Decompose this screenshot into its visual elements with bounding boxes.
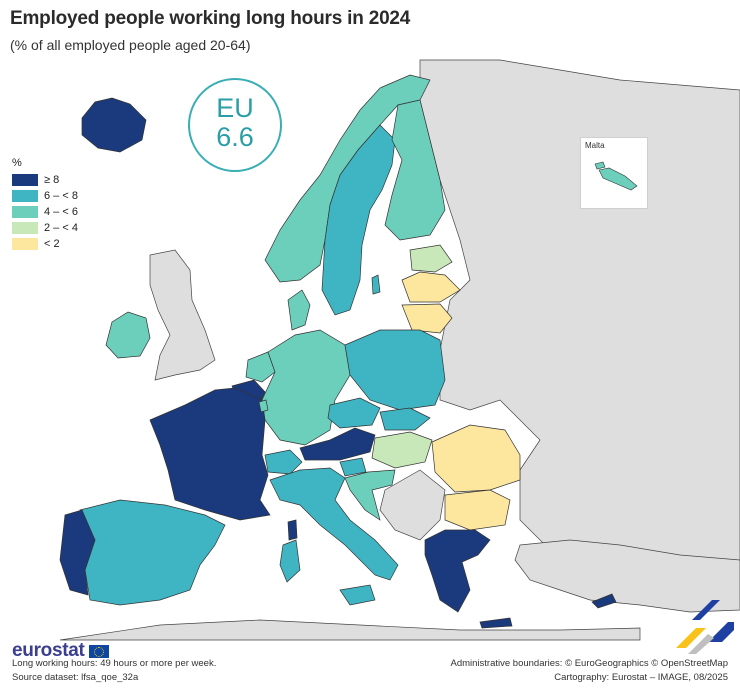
country-luxembourg — [258, 399, 269, 413]
country-switzerland — [264, 449, 303, 475]
country-malta-gozo — [594, 161, 606, 170]
source-dataset: Source dataset: lfsa_qoe_32a — [12, 672, 139, 683]
footnote: Long working hours: 49 hours or more per… — [12, 658, 217, 669]
country-bulgaria — [444, 489, 511, 531]
malta-inset: Malta — [580, 137, 648, 209]
admin-boundaries-credit: Administrative boundaries: © EuroGeograp… — [450, 658, 729, 669]
eu-flag-icon — [88, 644, 109, 658]
legend-label: ≥ 8 — [44, 173, 60, 186]
malta-inset-label: Malta — [585, 141, 605, 150]
land-north-africa — [59, 619, 641, 641]
country-sweden-gotland — [371, 274, 381, 295]
country-romania — [431, 424, 521, 493]
legend-label: < 2 — [44, 237, 60, 250]
eurostat-logo: eurostat — [12, 640, 109, 662]
eurostat-logo-text: eurostat — [12, 640, 85, 661]
eu-average-badge: EU 6.6 — [188, 78, 282, 172]
land-russia — [419, 59, 740, 601]
non-eu-land — [59, 59, 740, 641]
country-sweden — [321, 124, 396, 316]
map-subtitle: (% of all employed people aged 20-64) — [10, 37, 251, 53]
country-austria — [299, 427, 376, 461]
legend-swatch — [12, 173, 38, 186]
country-estonia — [409, 244, 453, 273]
legend-label: 6 – < 8 — [44, 189, 78, 202]
country-slovakia — [379, 407, 431, 431]
malta-inset-map — [594, 161, 638, 191]
country-cyprus — [591, 593, 617, 609]
countries — [59, 74, 617, 629]
legend-swatch — [12, 237, 38, 250]
legend: % ≥ 8 6 – < 8 4 – < 6 2 – < 4 < 2 — [12, 157, 78, 252]
legend-item: 2 – < 4 — [12, 220, 78, 235]
legend-unit: % — [12, 157, 22, 169]
legend-item: ≥ 8 — [12, 172, 78, 187]
land-balkans — [379, 469, 446, 541]
country-netherlands — [245, 351, 276, 383]
land-uk — [149, 249, 216, 381]
image-logo — [676, 600, 734, 654]
legend-swatch — [12, 189, 38, 202]
country-hungary — [371, 431, 433, 469]
country-spain — [79, 499, 226, 606]
country-greece-crete — [479, 617, 513, 629]
country-poland — [344, 329, 446, 411]
eu-badge-value: 6.6 — [216, 122, 254, 152]
country-germany — [261, 329, 351, 446]
country-latvia — [401, 271, 461, 303]
legend-swatch — [12, 205, 38, 218]
country-france — [149, 387, 271, 521]
country-denmark — [287, 289, 311, 331]
legend-label: 4 – < 6 — [44, 205, 78, 218]
country-lithuania — [401, 303, 453, 334]
country-italy — [269, 467, 399, 581]
cartography-credit: Cartography: Eurostat – IMAGE, 08/2025 — [554, 672, 728, 683]
country-czechia — [327, 397, 381, 429]
country-iceland — [81, 97, 147, 153]
map-title: Employed people working long hours in 20… — [10, 8, 411, 29]
country-ireland — [105, 311, 151, 359]
country-italy-sardinia — [279, 539, 301, 583]
country-finland — [384, 99, 446, 241]
country-portugal — [59, 509, 96, 596]
legend-item: < 2 — [12, 236, 78, 251]
country-croatia — [344, 469, 396, 521]
country-italy-sicily — [339, 584, 376, 606]
country-greece — [424, 529, 491, 613]
country-malta — [598, 167, 638, 191]
legend-swatch — [12, 221, 38, 234]
legend-item: 4 – < 6 — [12, 204, 78, 219]
country-france-corsica — [287, 519, 298, 541]
legend-label: 2 – < 4 — [44, 221, 78, 234]
land-turkey — [514, 539, 740, 613]
country-slovenia — [339, 457, 367, 477]
legend-item: 6 – < 8 — [12, 188, 78, 203]
eu-badge-label: EU — [216, 93, 254, 123]
